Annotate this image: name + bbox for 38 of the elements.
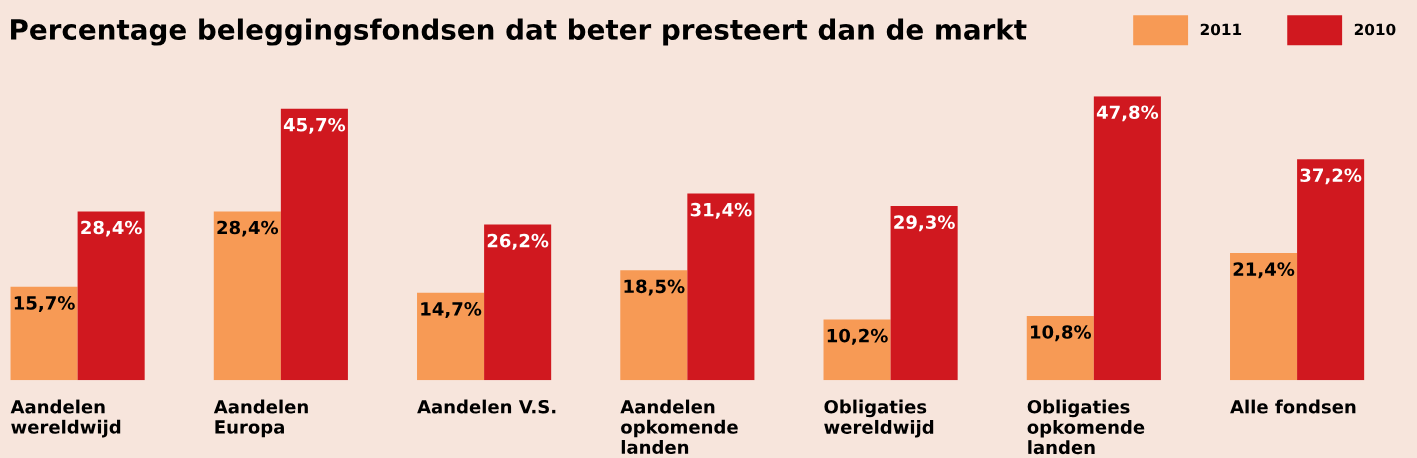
data-label: 37,2% <box>1300 168 1362 185</box>
x-tick-label: Aandelen V.S. <box>417 399 556 414</box>
bar <box>1297 159 1365 381</box>
bar <box>10 286 78 381</box>
bar <box>1093 96 1161 381</box>
bar <box>620 270 688 381</box>
bar <box>77 211 145 381</box>
x-tick-label: Alle fondsen <box>1230 399 1356 414</box>
legend-label: 2011 <box>1200 23 1242 36</box>
data-label: 15,7% <box>14 296 75 313</box>
x-tick-label: Obligaties wereldwijd <box>824 399 934 438</box>
x-tick-label: Aandelen opkomende landen <box>620 399 738 454</box>
bar <box>823 319 891 381</box>
chart-title: Percentage beleggingsfondsen dat beter presteert dan de markt <box>11 18 1027 46</box>
bar <box>1026 315 1094 381</box>
data-label: 28,4% <box>81 220 142 237</box>
data-label: 28,4% <box>217 220 279 237</box>
data-label: 31,4% <box>690 202 752 219</box>
bar <box>417 292 485 381</box>
x-tick-label: Aandelen wereldwijd <box>10 399 121 438</box>
data-label: 10,8% <box>1031 325 1092 342</box>
data-label: 14,7% <box>421 302 482 319</box>
data-label: 18,5% <box>624 279 685 296</box>
data-label: 21,4% <box>1233 262 1295 279</box>
x-tick-label: Aandelen Europa <box>213 399 308 438</box>
data-label: 26,2% <box>487 233 549 250</box>
bar <box>484 224 552 381</box>
data-label: 10,2% <box>827 328 888 345</box>
data-label: 45,7% <box>283 117 346 134</box>
data-label: 29,3% <box>894 215 955 232</box>
bar <box>213 211 281 381</box>
legend-label: 2010 <box>1354 23 1396 36</box>
bar <box>280 108 348 381</box>
bar <box>1230 253 1298 381</box>
x-tick-label: Obligaties opkomende landen <box>1027 399 1145 455</box>
data-label: 47,8% <box>1096 105 1159 122</box>
bar <box>687 193 755 381</box>
bar <box>890 206 958 381</box>
